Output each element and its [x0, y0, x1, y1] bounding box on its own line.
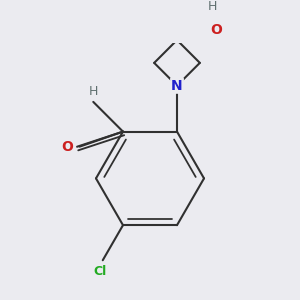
Text: Cl: Cl [93, 265, 107, 278]
Text: O: O [61, 140, 73, 154]
Text: O: O [211, 23, 222, 37]
Text: H: H [207, 0, 217, 13]
Text: N: N [171, 79, 183, 93]
Text: H: H [88, 85, 98, 98]
